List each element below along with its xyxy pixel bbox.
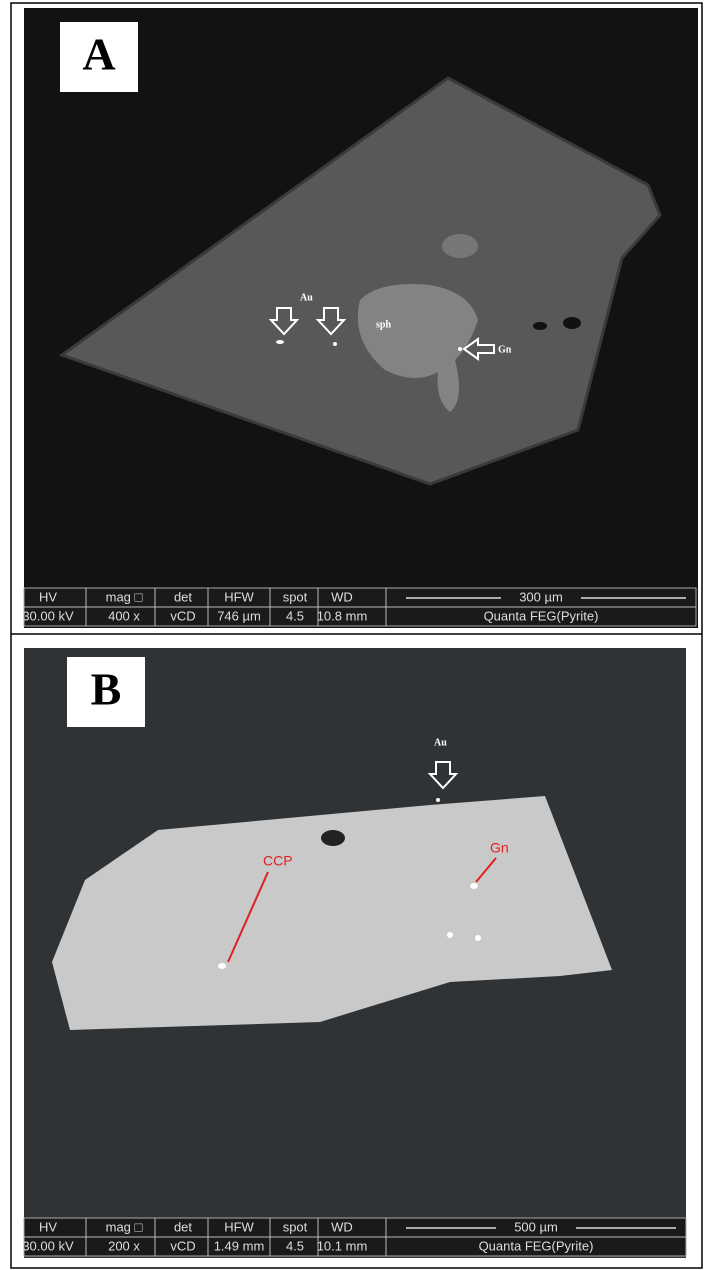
info-header: HFW [224, 589, 254, 604]
galena-grain [458, 347, 462, 351]
annotation: Au [300, 292, 313, 303]
info-header: mag □ [106, 589, 143, 604]
panel-b: B Au Gn CCP HV 30.00 kV mag □ 200 x det vCD HF… [22, 648, 686, 1258]
info-value: 1.49 mm [214, 1238, 265, 1253]
annotation: Gn [498, 344, 512, 355]
info-value: vCD [170, 608, 195, 623]
gold-grain [333, 342, 337, 346]
instrument: Quanta FEG(Pyrite) [479, 1238, 594, 1253]
info-value: 4.5 [286, 608, 304, 623]
info-header: HV [39, 589, 57, 604]
panel-a: A Au sph Gn HV 30.00 kV mag □ 400 x det vCD HF… [22, 8, 698, 628]
info-header: det [174, 1219, 192, 1234]
annotation: CCP [263, 853, 293, 869]
inclusion [442, 234, 478, 258]
info-value: vCD [170, 1238, 195, 1253]
info-header: spot [283, 589, 308, 604]
info-header: WD [331, 1219, 353, 1234]
annotation: Au [434, 737, 447, 748]
info-header: HFW [224, 1219, 254, 1234]
info-header: HV [39, 1219, 57, 1234]
panel-label: A [82, 29, 115, 80]
info-value: 30.00 kV [22, 608, 74, 623]
info-header: mag □ [106, 1219, 143, 1234]
instrument: Quanta FEG(Pyrite) [484, 608, 599, 623]
info-value: 400 x [108, 608, 140, 623]
info-bar: HV 30.00 kV mag □ 400 x det vCD HFW 746 µm spot 4… [22, 588, 696, 626]
info-value: 4.5 [286, 1238, 304, 1253]
annotation: Gn [490, 840, 509, 856]
pit [321, 830, 345, 846]
gold-grain [436, 798, 440, 802]
panel-label: B [91, 664, 122, 715]
info-header: det [174, 589, 192, 604]
ccp-grain [218, 963, 226, 969]
info-value: 30.00 kV [22, 1238, 74, 1253]
scale-label: 500 µm [514, 1219, 558, 1234]
pit [533, 322, 547, 330]
figure: A Au sph Gn HV 30.00 kV mag □ 400 x det vCD HF… [0, 0, 704, 1270]
info-header: spot [283, 1219, 308, 1234]
galena-grain [470, 883, 478, 889]
pit [563, 317, 581, 329]
galena-grain [475, 935, 481, 941]
annotation: sph [376, 319, 391, 330]
info-value: 746 µm [217, 608, 261, 623]
info-bar: HV 30.00 kV mag □ 200 x det vCD HFW 1.49 mm spot… [22, 1218, 686, 1256]
info-value: 10.1 mm [317, 1238, 368, 1253]
info-header: WD [331, 589, 353, 604]
scale-label: 300 µm [519, 589, 563, 604]
galena-grain [447, 932, 453, 938]
gold-grain [276, 340, 284, 344]
info-value: 200 x [108, 1238, 140, 1253]
info-value: 10.8 mm [317, 608, 368, 623]
